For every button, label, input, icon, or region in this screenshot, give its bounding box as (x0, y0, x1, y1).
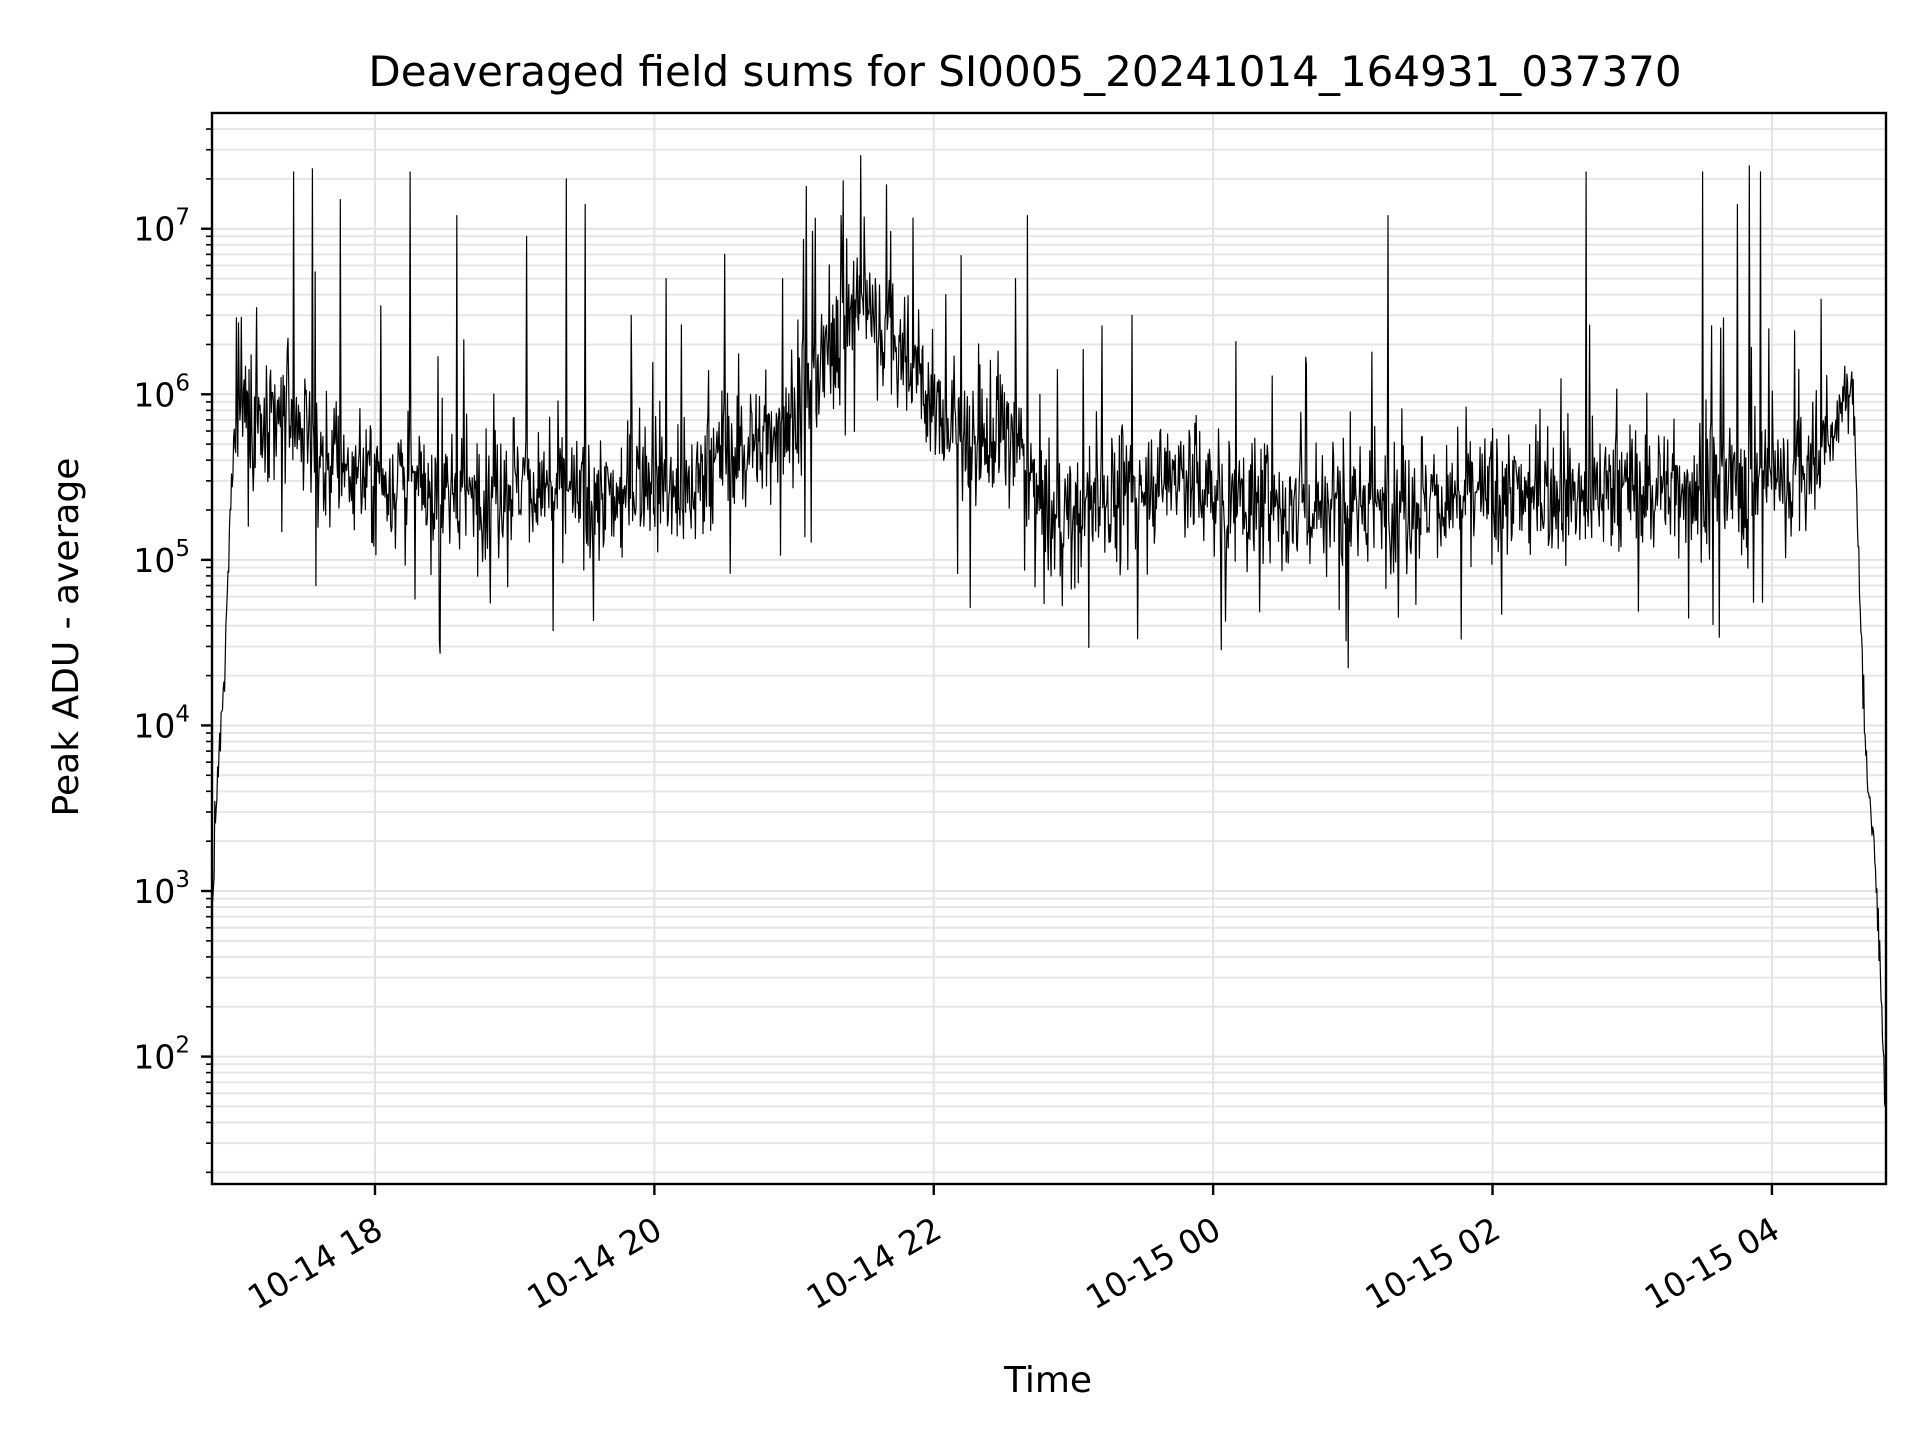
y-tick-label: 103 (133, 867, 190, 911)
x-tick-label: 10-14 20 (520, 1209, 668, 1317)
y-tick-label: 106 (133, 370, 190, 414)
x-tick-label: 10-14 18 (241, 1209, 389, 1317)
y-tick-label: 102 (133, 1033, 190, 1077)
y-tick-label: 104 (133, 701, 190, 745)
x-tick-label: 10-15 02 (1359, 1209, 1507, 1317)
chart-title: Deaveraged field sums for SI0005_2024101… (368, 47, 1681, 96)
series-line (211, 155, 1887, 1108)
grid (212, 113, 1886, 1184)
series-group (211, 155, 1887, 1108)
y-axis: 102 103 104 105 106 107 (133, 128, 212, 1174)
y-tick-label: 107 (133, 205, 190, 249)
plot-frame (210, 111, 1888, 1186)
y-axis-label: Peak ADU - average (46, 458, 87, 817)
x-axis: 10-14 18 10-14 20 10-14 22 10-15 00 10-15 02… (241, 1184, 1786, 1317)
y-tick-label: 105 (133, 536, 190, 580)
x-tick-label: 10-15 04 (1638, 1209, 1786, 1317)
x-tick-label: 10-14 22 (800, 1209, 948, 1317)
x-axis-label: Time (1003, 1360, 1092, 1401)
x-tick-label: 10-15 00 (1079, 1209, 1227, 1317)
